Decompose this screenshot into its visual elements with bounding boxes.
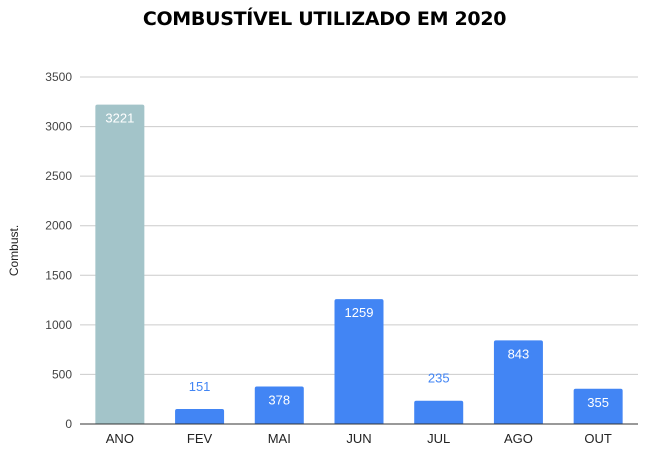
bar-ano [95,104,145,424]
bar-jun [334,299,384,424]
data-label-mai: 378 [268,393,290,408]
x-tick-label-out: OUT [584,431,612,446]
bar-ago [493,340,543,424]
y-axis-title: Combust. [7,225,21,276]
data-label-ago: 843 [508,346,530,361]
x-tick-label-ano: ANO [106,431,134,446]
data-label-out: 355 [587,395,609,410]
chart-title: COMBUSTÍVEL UTILIZADO EM 2020 [142,8,507,30]
x-tick-label-jun: JUN [346,431,371,446]
bars [95,104,623,424]
y-tick-label-2000: 2000 [45,219,72,233]
bar-mai [254,386,304,424]
y-tick-label-1500: 1500 [45,268,72,282]
axes: 0 500 1000 1500 2000 2500 3000 3500 Combust. ANO F… [7,70,638,446]
y-tick-label-0: 0 [65,417,72,431]
data-labels: 3221 151 378 1259 235 843 355 [105,111,609,410]
x-tick-label-mai: MAI [268,431,291,446]
y-tick-label-2500: 2500 [45,169,72,183]
x-tick-label-jul: JUL [427,431,450,446]
y-tick-label-500: 500 [52,367,72,381]
data-label-jul: 235 [428,371,450,386]
bar-jul [414,400,464,424]
x-tick-label-ago: AGO [504,431,533,446]
data-label-ano: 3221 [105,111,134,126]
data-label-fev: 151 [189,379,211,394]
bar-fev [175,409,225,424]
y-tick-label-3000: 3000 [45,120,72,134]
y-tick-label-1000: 1000 [45,318,72,332]
y-tick-label-3500: 3500 [45,70,72,84]
x-tick-label-fev: FEV [187,431,213,446]
data-label-jun: 1259 [345,305,374,320]
bar-out [573,388,623,424]
